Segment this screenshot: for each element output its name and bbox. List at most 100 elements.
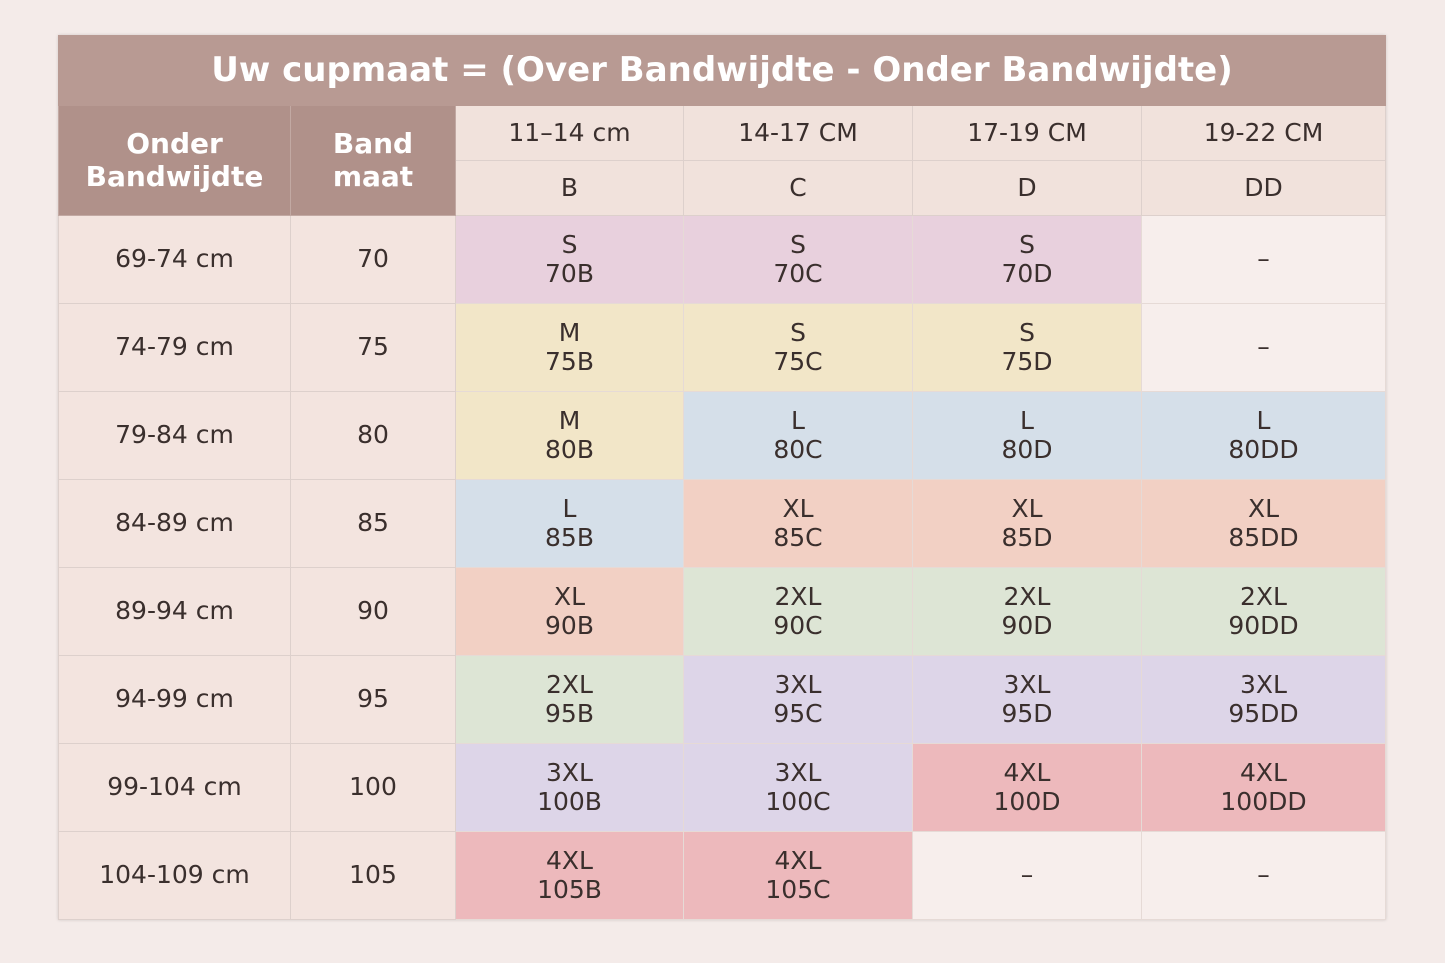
- size-label: 3XL: [1003, 669, 1051, 699]
- size-cell: 2XL 90D: [912, 567, 1142, 656]
- table-row: 84-89 cm 85 L 85B XL 85C XL 85D XL 85DD: [58, 479, 1386, 568]
- size-label: S: [1019, 317, 1035, 347]
- size-code: 95C: [773, 698, 823, 728]
- size-cell: M 80B: [455, 391, 684, 480]
- under-band: 104-109 cm: [58, 831, 291, 920]
- size-cell: 3XL 100B: [455, 743, 684, 832]
- size-cell: L 80C: [683, 391, 913, 480]
- size-label: 3XL: [774, 669, 822, 699]
- size-code: 80B: [545, 434, 594, 464]
- size-code: 85D: [1001, 522, 1053, 552]
- size-code: 95B: [545, 698, 594, 728]
- size-cell: 2XL 95B: [455, 655, 684, 744]
- size-label: S: [790, 317, 806, 347]
- table-row: 94-99 cm 95 2XL 95B 3XL 95C 3XL 95D 3XL 95DD: [58, 655, 1386, 744]
- size-code: 100B: [537, 786, 602, 816]
- size-label: 2XL: [1003, 581, 1051, 611]
- under-band: 99-104 cm: [58, 743, 291, 832]
- size-code: 75C: [773, 346, 823, 376]
- size-code: 100DD: [1220, 786, 1307, 816]
- table-row: 69-74 cm 70 S 70B S 70C S 70D –: [58, 215, 1386, 304]
- size-cell: 4XL 105B: [455, 831, 684, 920]
- cup-header: D: [912, 160, 1142, 216]
- size-cell: S 70C: [683, 215, 913, 304]
- size-code: 70B: [545, 258, 594, 288]
- size-code: 105C: [765, 874, 831, 904]
- size-cell: L 80D: [912, 391, 1142, 480]
- band-size: 85: [290, 479, 456, 568]
- header-cell: Onder Bandwijdte: [58, 105, 291, 216]
- size-code: 90DD: [1228, 610, 1299, 640]
- size-label: 4XL: [1003, 757, 1051, 787]
- band-size: 80: [290, 391, 456, 480]
- size-code: 80D: [1001, 434, 1053, 464]
- size-code: 105B: [537, 874, 602, 904]
- band-size: 70: [290, 215, 456, 304]
- size-cell: 3XL 100C: [683, 743, 913, 832]
- size-code: 95D: [1001, 698, 1053, 728]
- size-label: S: [790, 229, 806, 259]
- size-code: 85DD: [1228, 522, 1299, 552]
- size-label: S: [561, 229, 578, 259]
- size-label: S: [1019, 229, 1035, 259]
- under-band: 89-94 cm: [58, 567, 291, 656]
- under-band: 74-79 cm: [58, 303, 291, 392]
- size-cell: M 75B: [455, 303, 684, 392]
- size-cell: S 75D: [912, 303, 1142, 392]
- header-cell: Band maat: [290, 105, 456, 216]
- size-cell: 2XL 90C: [683, 567, 913, 656]
- size-code: 90C: [773, 610, 823, 640]
- size-cell: –: [1141, 303, 1386, 392]
- size-code: 70D: [1001, 258, 1053, 288]
- under-band: 69-74 cm: [58, 215, 291, 304]
- size-cell: 4XL 100D: [912, 743, 1142, 832]
- size-code: 100C: [765, 786, 831, 816]
- table-title: Uw cupmaat = (Over Bandwijdte - Onder Ba…: [58, 35, 1386, 106]
- size-label: 2XL: [1240, 581, 1287, 611]
- size-label: L: [1020, 405, 1034, 435]
- size-code: 85C: [773, 522, 823, 552]
- size-cell: S 70D: [912, 215, 1142, 304]
- empty-mark: –: [1020, 860, 1034, 890]
- band-size: 100: [290, 743, 456, 832]
- size-cell: 4XL 100DD: [1141, 743, 1386, 832]
- size-cell: –: [912, 831, 1142, 920]
- size-label: XL: [782, 493, 814, 523]
- size-code: 75D: [1001, 346, 1053, 376]
- size-code: 95DD: [1228, 698, 1299, 728]
- range-header: 19-22 CM: [1141, 105, 1386, 161]
- size-code: 90D: [1001, 610, 1053, 640]
- table-row: 104-109 cm 105 4XL 105B 4XL 105C – –: [58, 831, 1386, 920]
- band-size: 90: [290, 567, 456, 656]
- cup-header: C: [683, 160, 913, 216]
- band-size: 105: [290, 831, 456, 920]
- size-cell: XL 85C: [683, 479, 913, 568]
- size-code: 85B: [545, 522, 594, 552]
- size-code: 100D: [993, 786, 1061, 816]
- size-label: XL: [1247, 493, 1280, 523]
- size-label: 3XL: [546, 757, 593, 787]
- cup-header: B: [455, 160, 684, 216]
- size-code: 90B: [545, 610, 594, 640]
- size-label: 2XL: [774, 581, 822, 611]
- size-label: XL: [1011, 493, 1043, 523]
- size-cell: XL 85DD: [1141, 479, 1386, 568]
- size-code: 80DD: [1228, 434, 1299, 464]
- range-header: 14-17 CM: [683, 105, 913, 161]
- size-label: 4XL: [546, 845, 593, 875]
- empty-mark: –: [1257, 860, 1270, 890]
- size-label: M: [558, 405, 581, 435]
- size-label: 3XL: [1240, 669, 1287, 699]
- size-cell: 2XL 90DD: [1141, 567, 1386, 656]
- table-row: 89-94 cm 90 XL 90B 2XL 90C 2XL 90D 2XL 90DD: [58, 567, 1386, 656]
- range-header: 17-19 CM: [912, 105, 1142, 161]
- size-label: L: [1256, 405, 1271, 435]
- size-table: Uw cupmaat = (Over Bandwijdte - Onder Ba…: [58, 35, 1386, 920]
- size-label: L: [562, 493, 577, 523]
- size-label: 2XL: [546, 669, 593, 699]
- under-band: 94-99 cm: [58, 655, 291, 744]
- size-label: 3XL: [774, 757, 822, 787]
- under-band: 79-84 cm: [58, 391, 291, 480]
- size-cell: L 85B: [455, 479, 684, 568]
